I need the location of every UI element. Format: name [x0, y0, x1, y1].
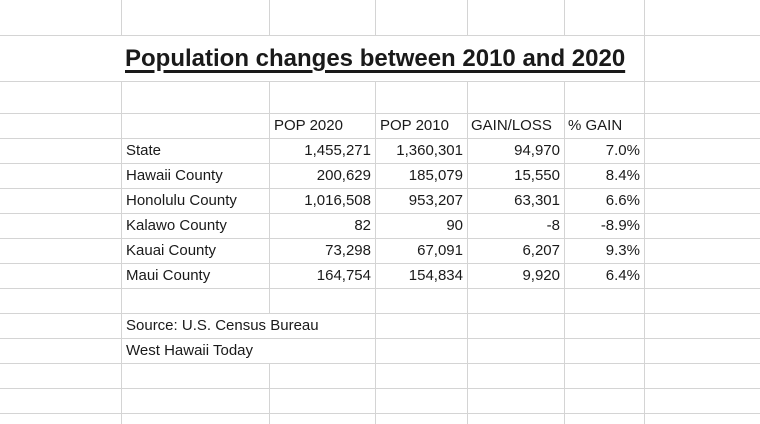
gridline-horizontal: [0, 213, 760, 214]
gridline-horizontal: [0, 238, 760, 239]
column-header-gain-loss[interactable]: GAIN/LOSS: [471, 117, 552, 134]
pct-gain-cell[interactable]: 6.6%: [605, 192, 640, 209]
pop-2010-cell[interactable]: 953,207: [408, 192, 463, 209]
title-cell-overflow-patch: [0, 36, 643, 81]
gridline-horizontal: [0, 81, 760, 82]
gridline-vertical: [644, 0, 645, 424]
gridline-vertical: [269, 0, 270, 424]
row-label-cell[interactable]: Kauai County: [126, 242, 217, 259]
gridline-horizontal: [0, 113, 760, 114]
gridline-horizontal: [0, 338, 760, 339]
pop-2010-cell[interactable]: 67,091: [417, 242, 463, 259]
pct-gain-cell[interactable]: 9.3%: [605, 242, 640, 259]
pop-2020-cell[interactable]: 82: [354, 217, 371, 234]
pct-gain-cell[interactable]: 8.4%: [605, 167, 640, 184]
gridline-horizontal: [0, 35, 760, 36]
pop-2020-cell[interactable]: 200,629: [316, 167, 371, 184]
gridline-horizontal: [0, 188, 760, 189]
gain-loss-cell[interactable]: 63,301: [514, 192, 560, 209]
column-header-pct-gain[interactable]: % GAIN: [568, 117, 623, 134]
gridline-horizontal: [0, 313, 760, 314]
gain-loss-cell[interactable]: -8: [546, 217, 560, 234]
gridline-vertical: [375, 0, 376, 424]
pop-2010-cell[interactable]: 154,834: [408, 267, 463, 284]
pop-2010-cell[interactable]: 1,360,301: [396, 142, 463, 159]
pop-2020-cell[interactable]: 1,016,508: [304, 192, 371, 209]
gridline-horizontal: [0, 363, 760, 364]
source-cell-overflow-patch: [122, 314, 374, 338]
attribution-note[interactable]: West Hawaii Today: [126, 342, 254, 359]
attribution-cell-overflow-patch: [122, 339, 374, 363]
gain-loss-cell[interactable]: 94,970: [514, 142, 560, 159]
sheet-title[interactable]: Population changes between 2010 and 2020: [125, 45, 626, 72]
gridline-horizontal: [0, 413, 760, 414]
gridline-vertical: [467, 0, 468, 424]
row-label-cell[interactable]: Kalawo County: [126, 217, 227, 234]
pct-gain-cell[interactable]: 7.0%: [605, 142, 640, 159]
gridline-horizontal: [0, 263, 760, 264]
gain-loss-cell[interactable]: 15,550: [514, 167, 560, 184]
gridline-horizontal: [0, 288, 760, 289]
pop-2020-cell[interactable]: 164,754: [316, 267, 371, 284]
row-label-cell[interactable]: State: [126, 142, 162, 159]
pop-2010-cell[interactable]: 90: [446, 217, 463, 234]
pct-gain-cell[interactable]: 6.4%: [605, 267, 640, 284]
row-label-cell[interactable]: Maui County: [126, 267, 211, 284]
pop-2010-cell[interactable]: 185,079: [408, 167, 463, 184]
gain-loss-cell[interactable]: 6,207: [522, 242, 560, 259]
pop-2020-cell[interactable]: 1,455,271: [304, 142, 371, 159]
gridline-vertical: [121, 0, 122, 424]
column-header-pop-2010[interactable]: POP 2010: [380, 117, 449, 134]
pct-gain-cell[interactable]: -8.9%: [600, 217, 640, 234]
gain-loss-cell[interactable]: 9,920: [522, 267, 560, 284]
source-note[interactable]: Source: U.S. Census Bureau: [126, 317, 319, 334]
pop-2020-cell[interactable]: 73,298: [325, 242, 371, 259]
gridline-vertical: [564, 0, 565, 424]
row-label-cell[interactable]: Hawaii County: [126, 167, 223, 184]
row-label-cell[interactable]: Honolulu County: [126, 192, 237, 209]
gridline-horizontal: [0, 163, 760, 164]
column-header-pop-2020[interactable]: POP 2020: [274, 117, 343, 134]
gridline-horizontal: [0, 388, 760, 389]
gridline-horizontal: [0, 138, 760, 139]
